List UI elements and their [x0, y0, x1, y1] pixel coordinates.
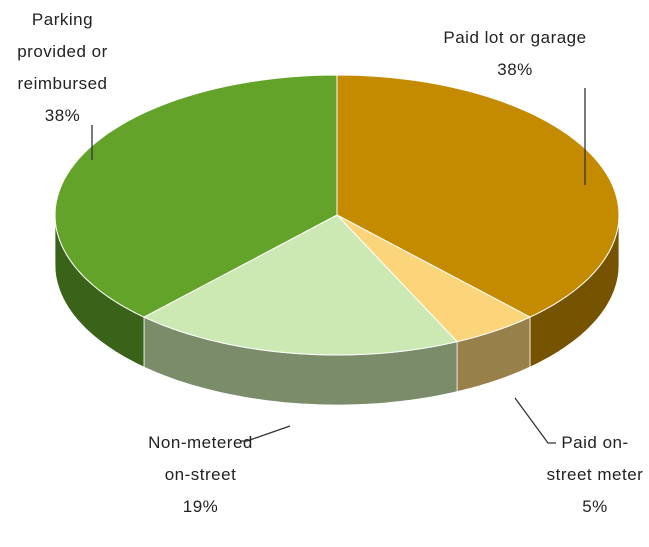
- value-label: 38%: [44, 106, 81, 125]
- category-label: Non-metered on-street: [148, 433, 253, 484]
- value-label: 38%: [497, 60, 533, 79]
- category-label: Paid on-street meter: [546, 433, 644, 484]
- slice-label: Non-metered on-street 19%: [148, 427, 253, 523]
- leader-line: [240, 425, 291, 442]
- slice: [336, 214, 532, 343]
- slice-label: Parking provided or reimbursed 38%: [0, 4, 125, 132]
- category-label: Parking provided or reimbursed: [17, 10, 108, 93]
- slice: [336, 74, 620, 318]
- slice: [142, 214, 459, 356]
- pie: [54, 74, 620, 406]
- value-label: 19%: [182, 497, 219, 516]
- slice-label: Paid on-street meter 5%: [545, 427, 645, 523]
- category-label: Paid lot or garage: [443, 28, 587, 47]
- slice: [54, 74, 338, 318]
- leader-line: [514, 397, 556, 444]
- slice-label: Paid lot or garage 38%: [440, 22, 590, 86]
- value-label: 5%: [582, 497, 608, 516]
